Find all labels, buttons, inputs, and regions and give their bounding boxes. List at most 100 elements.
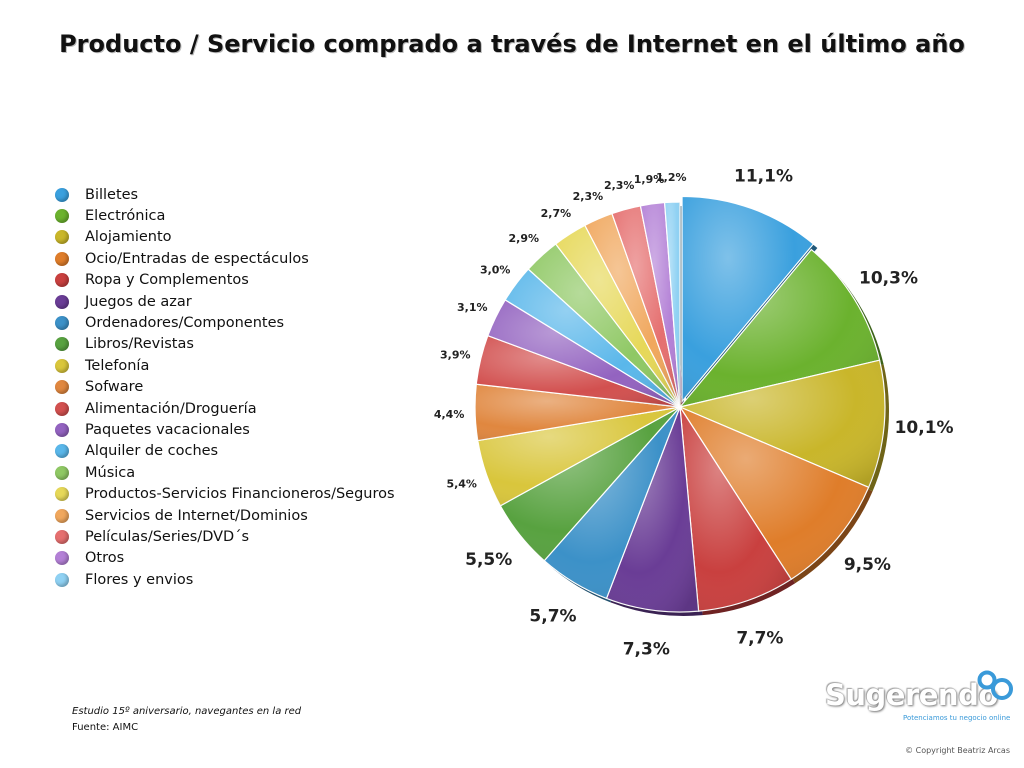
slice-value-label: 1,2%	[656, 171, 687, 184]
pie-slice-gloss	[476, 335, 680, 407]
slice-value-label: 5,4%	[446, 478, 477, 491]
legend-swatch	[55, 294, 69, 309]
slice-value-label: 9,5%	[844, 555, 891, 575]
pie-slice-gloss	[584, 213, 680, 407]
slice-value-label: 10,1%	[895, 418, 954, 438]
legend-label: Ordenadores/Componentes	[85, 315, 285, 332]
legend-item: Sofware	[55, 377, 395, 398]
slice-value-label: 11,1%	[734, 167, 793, 187]
pie-slice-gloss	[680, 360, 885, 488]
pie-slice-gloss	[475, 384, 680, 441]
slice-value-label: 1,9%	[634, 173, 665, 186]
legend-label: Billetes	[85, 186, 139, 203]
pie-slices	[474, 195, 886, 613]
legend-item: Alimentación/Droguería	[55, 398, 395, 419]
pie-slice-gloss	[500, 407, 680, 561]
legend-swatch	[55, 465, 69, 480]
slice-value-label: 2,3%	[604, 179, 635, 192]
logo-tagline: Potenciamos tu negocio online	[903, 714, 1011, 722]
slice-value-label: 4,4%	[434, 408, 465, 421]
pie-slice-gloss	[682, 196, 814, 402]
legend-label: Alimentación/Droguería	[85, 400, 257, 417]
legend-item: Billetes	[55, 184, 395, 205]
legend-item: Películas/Series/DVD´s	[55, 526, 395, 547]
legend-swatch	[55, 572, 69, 587]
legend-swatch	[55, 422, 69, 437]
legend-label: Alquiler de coches	[85, 443, 219, 460]
legend-item: Ropa y Complementos	[55, 270, 395, 291]
pie-slice-gloss	[555, 225, 680, 407]
source-note: Fuente: AIMC	[72, 722, 139, 733]
legend-item: Ocio/Entradas de espectáculos	[55, 248, 395, 269]
legend-swatch	[55, 358, 69, 373]
legend-label: Ropa y Complementos	[85, 272, 249, 289]
legend-item: Otros	[55, 548, 395, 569]
pie-labels: 11,1% 10,3% 10,1% 9,5% 7,7% 7,3% 5,7% 5,5% 5,4% 4…	[434, 167, 954, 660]
legend-item: Alquiler de coches	[55, 441, 395, 462]
pie-slice-gloss	[664, 202, 680, 407]
pie-slice-gloss	[528, 243, 680, 407]
legend-swatch	[55, 551, 69, 566]
slice-value-label: 2,9%	[509, 232, 540, 245]
slice-value-label: 3,1%	[457, 301, 488, 314]
legend-label: Productos-Servicios Financioneros/Seguro…	[85, 486, 395, 503]
legend-label: Paquetes vacacionales	[85, 421, 250, 438]
legend-item: Flores y envios	[55, 569, 395, 590]
pie-slice-gloss	[505, 269, 680, 407]
pie-slice-gloss	[611, 205, 680, 407]
legend-swatch	[55, 209, 69, 224]
slice-value-label: 2,7%	[541, 207, 572, 220]
legend-label: Alojamiento	[85, 229, 172, 246]
chart-title: Producto / Servicio comprado a través de…	[59, 30, 965, 58]
pie-slice-gloss	[606, 407, 699, 612]
legend-swatch	[55, 529, 69, 544]
legend-swatch	[55, 380, 69, 395]
study-note: Estudio 15º aniversario, navegantes en l…	[72, 706, 302, 717]
legend-swatch	[55, 444, 69, 459]
legend-swatch	[55, 273, 69, 288]
pie-slice-gloss	[680, 407, 869, 580]
sugerendo-logo: Sugerendo Potenciamos tu negocio online	[825, 668, 1015, 728]
legend-label: Electrónica	[85, 208, 166, 225]
legend-swatch	[55, 230, 69, 245]
pie-slice-gloss	[477, 407, 680, 506]
legend-item: Paquetes vacacionales	[55, 419, 395, 440]
legend-swatch	[55, 251, 69, 266]
logo-wordmark: Sugerendo	[825, 678, 998, 712]
pie-slice-gloss	[680, 249, 880, 407]
legend-label: Música	[85, 464, 136, 481]
copyright-note: © Copyright Beatriz Arcas	[905, 746, 1010, 755]
legend-swatch	[55, 316, 69, 331]
slice-value-label: 10,3%	[859, 268, 918, 288]
slice-value-label: 7,3%	[623, 640, 670, 660]
legend-swatch	[55, 187, 69, 202]
legend-swatch	[55, 487, 69, 502]
chart-legend: Billetes Electrónica Alojamiento Ocio/Entra…	[55, 184, 395, 590]
legend-label: Ocio/Entradas de espectáculos	[85, 250, 309, 267]
slice-value-label: 3,9%	[440, 349, 471, 362]
slice-value-label: 5,5%	[465, 550, 512, 570]
legend-item: Música	[55, 462, 395, 483]
legend-label: Servicios de Internet/Dominios	[85, 507, 308, 524]
pie-slice-gloss	[544, 407, 680, 599]
legend-label: Juegos de azar	[85, 293, 192, 310]
legend-item: Telefonía	[55, 355, 395, 376]
legend-label: Películas/Series/DVD´s	[85, 528, 249, 545]
legend-swatch	[55, 337, 69, 352]
pie-slice-gloss	[487, 299, 680, 407]
legend-label: Otros	[85, 550, 125, 567]
pie-slice-gloss	[680, 407, 792, 612]
legend-label: Flores y envios	[85, 571, 194, 588]
legend-item: Productos-Servicios Financioneros/Seguro…	[55, 483, 395, 504]
slice-value-label: 3,0%	[480, 263, 511, 276]
legend-item: Alojamiento	[55, 227, 395, 248]
legend-swatch	[55, 508, 69, 523]
slice-value-label: 5,7%	[529, 607, 576, 627]
legend-item: Ordenadores/Componentes	[55, 312, 395, 333]
legend-label: Telefonía	[85, 357, 150, 374]
slice-value-label: 2,3%	[573, 190, 604, 203]
slice-value-label: 7,7%	[736, 629, 783, 649]
legend-swatch	[55, 401, 69, 416]
legend-label: Libros/Revistas	[85, 336, 194, 353]
